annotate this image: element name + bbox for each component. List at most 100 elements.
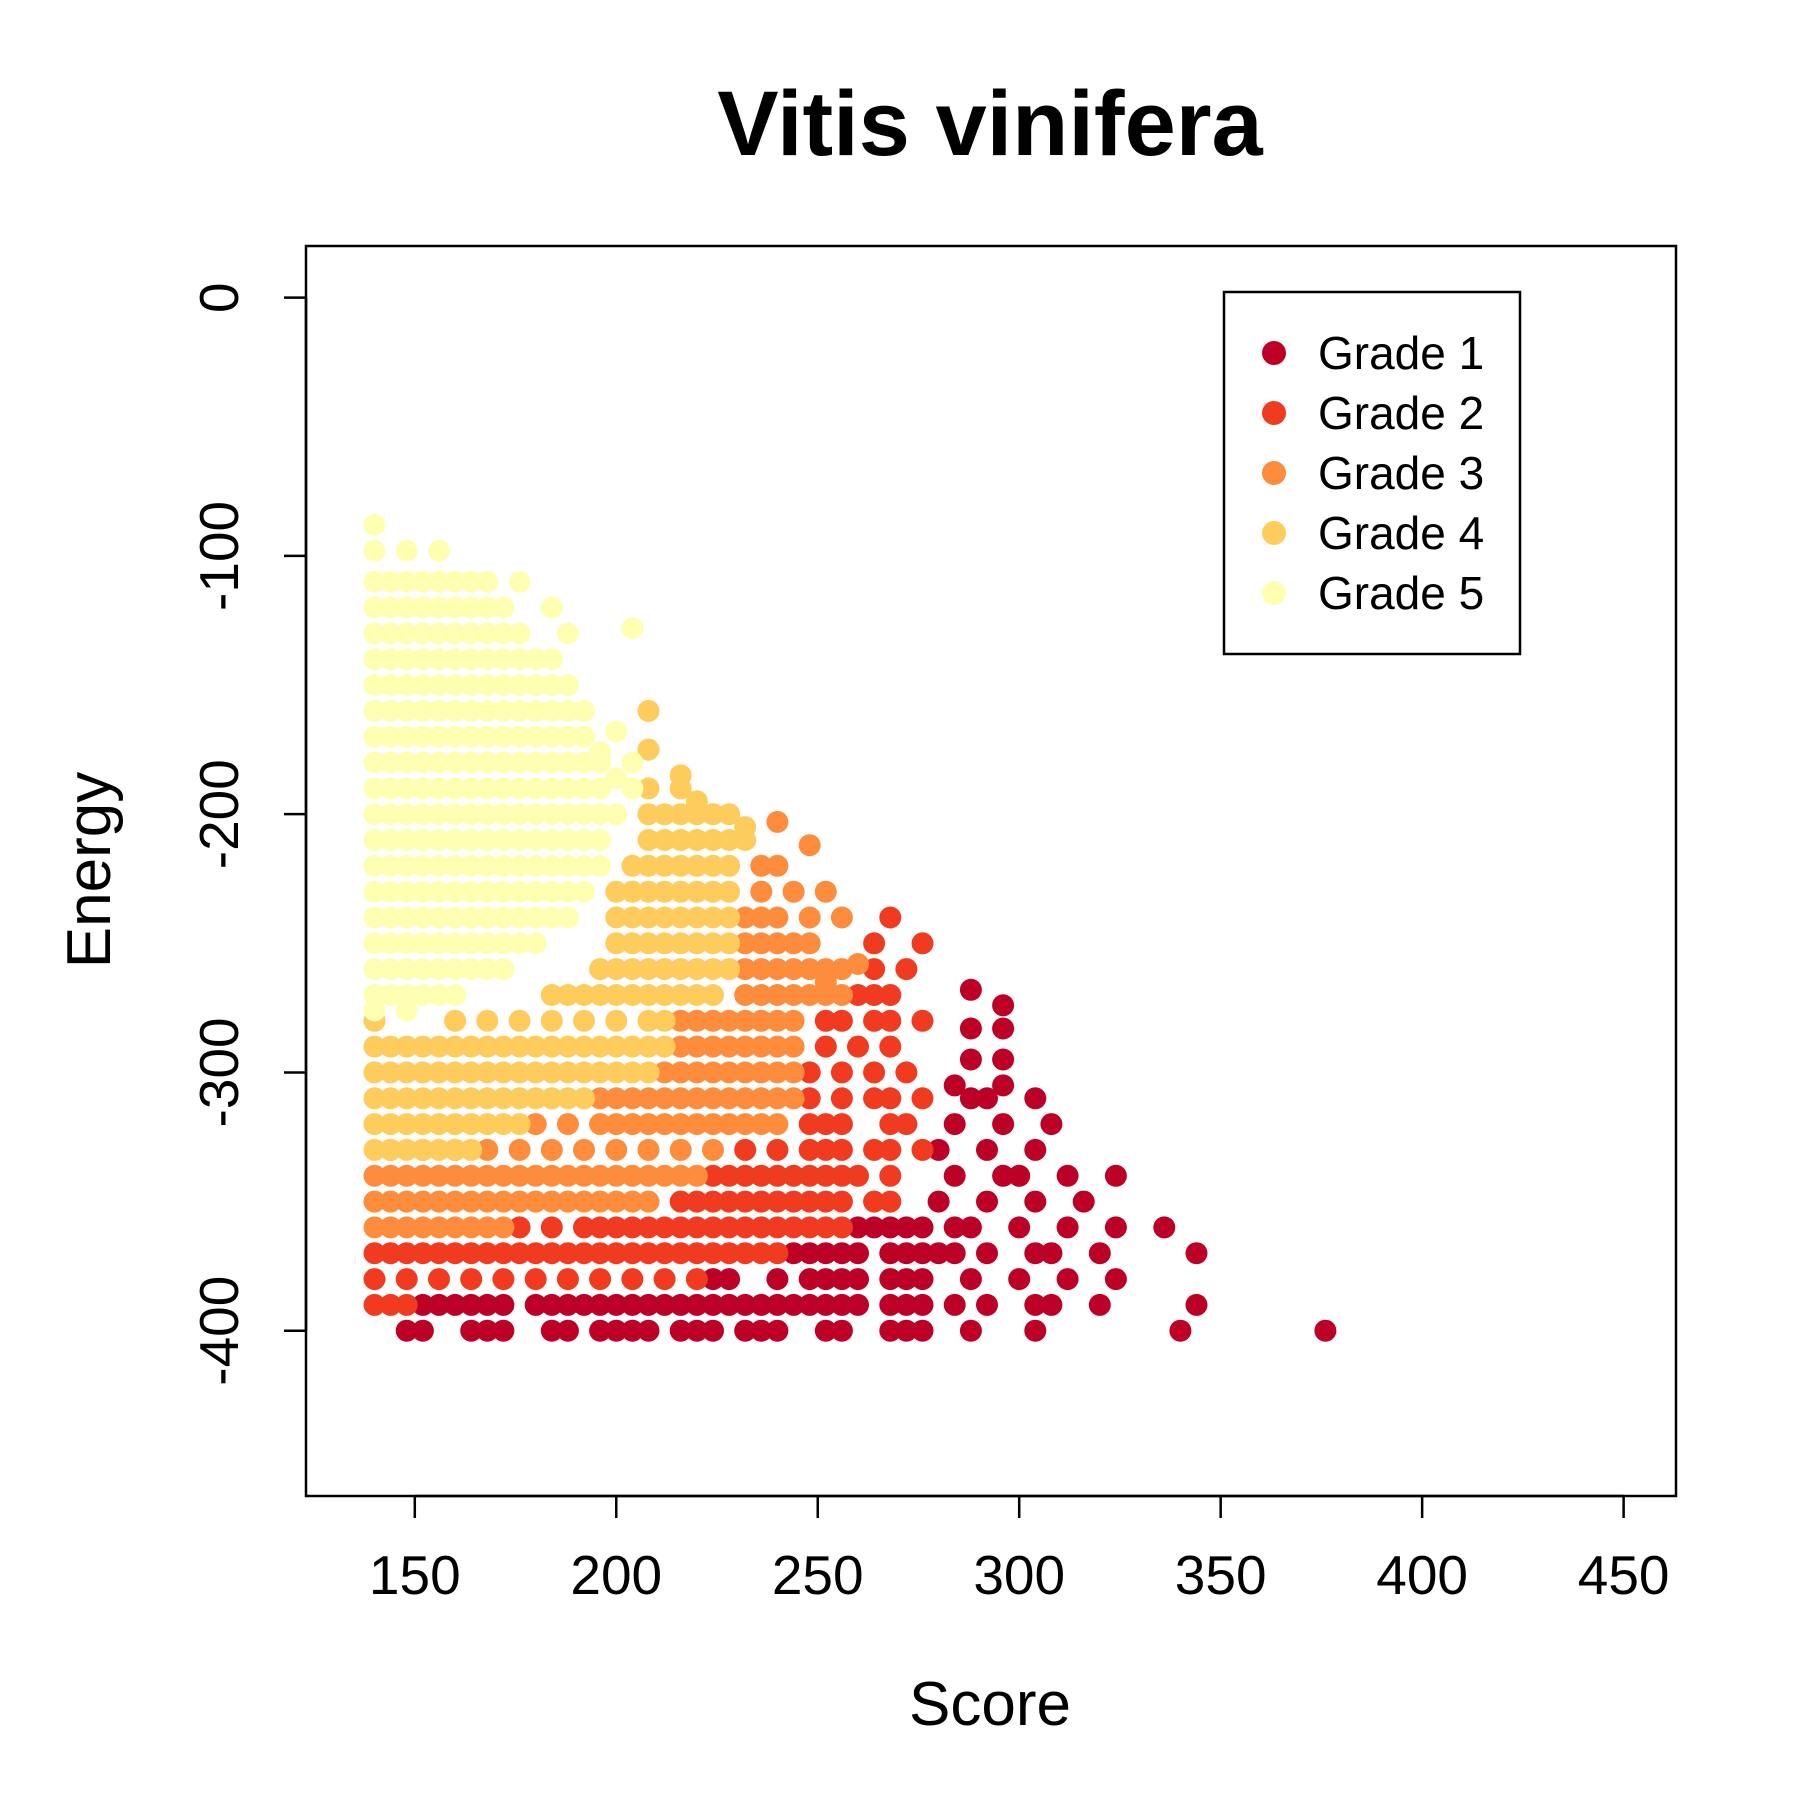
data-point bbox=[879, 1138, 902, 1161]
data-point bbox=[621, 1216, 644, 1239]
data-point bbox=[605, 720, 628, 743]
data-point bbox=[685, 958, 708, 981]
data-point bbox=[363, 1087, 386, 1110]
data-point bbox=[556, 880, 579, 903]
data-point bbox=[395, 648, 418, 671]
data-point bbox=[653, 1087, 676, 1110]
data-point bbox=[830, 1009, 853, 1032]
data-point bbox=[798, 958, 821, 981]
data-point bbox=[621, 984, 644, 1006]
data-point bbox=[589, 803, 612, 826]
data-point bbox=[589, 1268, 612, 1291]
data-point bbox=[524, 1113, 547, 1136]
data-point bbox=[460, 1268, 483, 1291]
x-tick-label: 150 bbox=[369, 1544, 461, 1606]
data-point bbox=[363, 513, 386, 536]
data-point bbox=[476, 1009, 499, 1032]
data-point bbox=[685, 984, 708, 1006]
data-point bbox=[524, 751, 547, 774]
legend-marker bbox=[1262, 461, 1286, 485]
data-point bbox=[444, 1061, 467, 1084]
data-point bbox=[1104, 1268, 1127, 1291]
data-point bbox=[363, 854, 386, 877]
data-point bbox=[573, 1009, 595, 1032]
data-point bbox=[428, 622, 450, 645]
data-point bbox=[959, 1268, 982, 1291]
data-point bbox=[363, 1164, 386, 1187]
data-point bbox=[621, 1061, 644, 1084]
data-point bbox=[556, 725, 579, 748]
data-point bbox=[702, 932, 724, 955]
data-point bbox=[573, 1216, 595, 1239]
data-point bbox=[927, 1242, 950, 1265]
data-point bbox=[1185, 1293, 1208, 1316]
data-point bbox=[653, 1009, 676, 1032]
data-point bbox=[782, 1216, 805, 1239]
data-point bbox=[621, 1190, 644, 1213]
data-point bbox=[637, 738, 660, 761]
data-point bbox=[428, 906, 450, 929]
data-point bbox=[734, 1190, 757, 1213]
data-point bbox=[637, 777, 660, 800]
data-point bbox=[476, 777, 499, 800]
data-point bbox=[1153, 1216, 1176, 1239]
data-point bbox=[685, 790, 708, 813]
data-point bbox=[573, 1190, 595, 1213]
data-point bbox=[524, 1164, 547, 1187]
data-point bbox=[411, 984, 434, 1006]
data-point bbox=[524, 829, 547, 851]
data-point bbox=[637, 854, 660, 877]
data-point bbox=[476, 1190, 499, 1213]
data-point bbox=[798, 1087, 821, 1110]
data-point bbox=[492, 1242, 515, 1265]
x-tick-label: 400 bbox=[1376, 1544, 1468, 1606]
data-point bbox=[1104, 1164, 1127, 1187]
data-point bbox=[363, 725, 386, 748]
data-point bbox=[395, 958, 418, 981]
data-point bbox=[476, 622, 499, 645]
data-point bbox=[621, 1268, 644, 1291]
data-point bbox=[524, 880, 547, 903]
data-point bbox=[476, 1319, 499, 1342]
data-point bbox=[605, 958, 628, 981]
data-point bbox=[573, 854, 595, 877]
data-point bbox=[492, 829, 515, 851]
data-point bbox=[750, 932, 773, 955]
data-point bbox=[702, 958, 724, 981]
data-point bbox=[782, 1190, 805, 1213]
data-point bbox=[734, 1087, 757, 1110]
data-point bbox=[895, 1268, 918, 1291]
data-point bbox=[411, 725, 434, 748]
data-point bbox=[444, 984, 467, 1006]
data-point bbox=[653, 984, 676, 1006]
data-point bbox=[798, 1242, 821, 1265]
data-point bbox=[428, 1268, 450, 1291]
y-tick-label: -400 bbox=[188, 1276, 250, 1386]
data-point bbox=[718, 906, 741, 929]
data-point bbox=[653, 1268, 676, 1291]
data-point bbox=[492, 1061, 515, 1084]
data-point bbox=[702, 1009, 724, 1032]
data-point bbox=[766, 1009, 789, 1032]
data-point bbox=[573, 803, 595, 826]
data-point bbox=[395, 777, 418, 800]
data-point bbox=[428, 1061, 450, 1084]
data-point bbox=[476, 1061, 499, 1084]
data-point bbox=[395, 1113, 418, 1136]
data-point bbox=[379, 674, 402, 696]
data-point bbox=[379, 622, 402, 645]
data-point bbox=[782, 1035, 805, 1058]
data-point bbox=[411, 854, 434, 877]
data-point bbox=[702, 1242, 724, 1265]
data-point bbox=[540, 854, 563, 877]
data-point bbox=[830, 1242, 853, 1265]
data-point bbox=[637, 1138, 660, 1161]
data-point bbox=[814, 1164, 837, 1187]
data-point bbox=[363, 570, 386, 593]
data-point bbox=[637, 932, 660, 955]
legend-marker bbox=[1262, 341, 1286, 365]
data-point bbox=[814, 880, 837, 903]
data-point bbox=[573, 829, 595, 851]
data-point bbox=[395, 1164, 418, 1187]
data-point bbox=[540, 699, 563, 722]
